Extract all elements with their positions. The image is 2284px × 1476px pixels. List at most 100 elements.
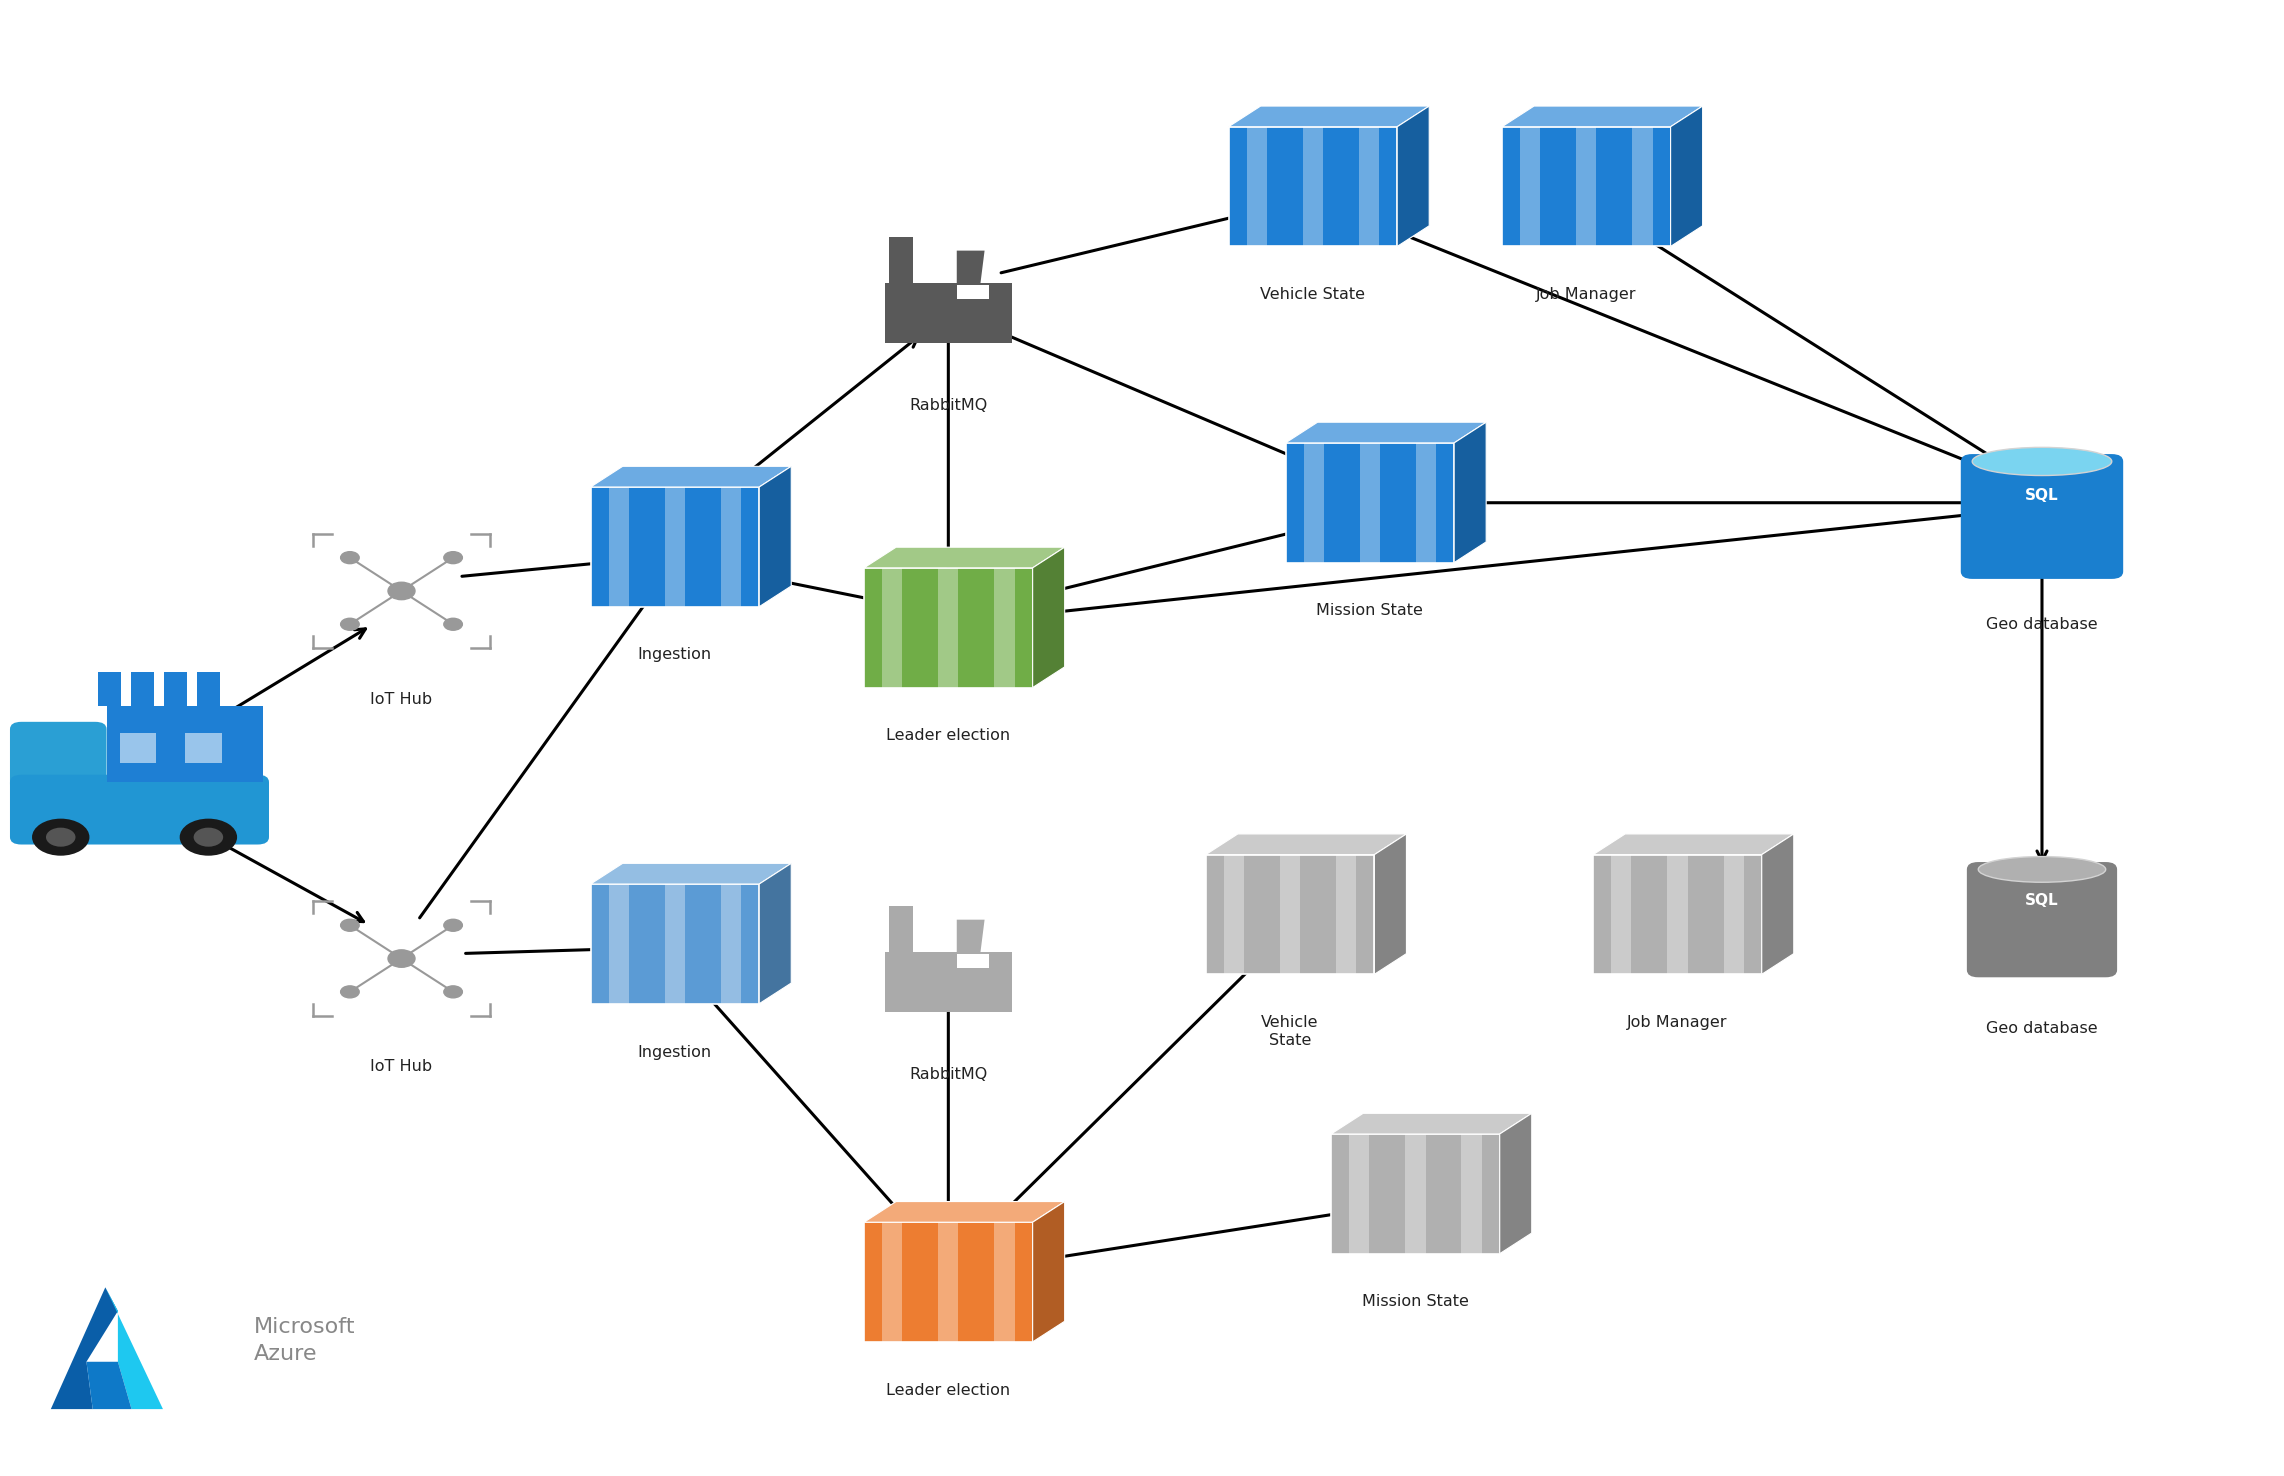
Polygon shape	[1332, 1113, 1533, 1134]
Polygon shape	[1724, 855, 1743, 974]
Polygon shape	[722, 884, 742, 1004]
Polygon shape	[863, 568, 1032, 688]
Polygon shape	[1359, 443, 1380, 562]
Circle shape	[388, 951, 416, 967]
Polygon shape	[665, 884, 685, 1004]
Circle shape	[340, 552, 359, 564]
Polygon shape	[87, 1362, 132, 1410]
Circle shape	[340, 618, 359, 630]
Ellipse shape	[1978, 856, 2106, 883]
Circle shape	[32, 819, 89, 856]
Polygon shape	[1503, 127, 1670, 246]
Polygon shape	[863, 548, 1064, 568]
Polygon shape	[1519, 127, 1539, 246]
FancyBboxPatch shape	[196, 672, 219, 706]
Text: Mission State: Mission State	[1316, 604, 1423, 618]
Polygon shape	[1761, 834, 1793, 974]
Polygon shape	[1336, 855, 1357, 974]
Polygon shape	[1206, 834, 1407, 855]
Text: RabbitMQ: RabbitMQ	[909, 1067, 987, 1082]
Circle shape	[194, 828, 224, 847]
Polygon shape	[1359, 127, 1380, 246]
Polygon shape	[1670, 106, 1702, 246]
Polygon shape	[1610, 855, 1631, 974]
Polygon shape	[939, 1222, 959, 1342]
Polygon shape	[1594, 834, 1793, 855]
Polygon shape	[50, 1287, 119, 1410]
Text: Job Manager: Job Manager	[1537, 288, 1638, 303]
Polygon shape	[1286, 443, 1455, 562]
Text: SQL: SQL	[2026, 893, 2058, 908]
Polygon shape	[1032, 548, 1064, 688]
FancyBboxPatch shape	[1960, 455, 2124, 579]
Polygon shape	[1279, 855, 1300, 974]
Circle shape	[340, 986, 359, 998]
Text: Microsoft
Azure: Microsoft Azure	[254, 1317, 354, 1364]
Polygon shape	[1667, 855, 1688, 974]
Polygon shape	[1375, 834, 1407, 974]
Text: Vehicle
State: Vehicle State	[1261, 1015, 1318, 1048]
Polygon shape	[882, 1222, 902, 1342]
Polygon shape	[863, 1201, 1064, 1222]
Text: Ingestion: Ingestion	[637, 648, 713, 663]
Polygon shape	[1229, 127, 1398, 246]
Polygon shape	[1455, 422, 1487, 562]
FancyBboxPatch shape	[1967, 862, 2117, 977]
Polygon shape	[1350, 1134, 1370, 1253]
Circle shape	[443, 920, 461, 931]
FancyBboxPatch shape	[185, 734, 222, 763]
Polygon shape	[994, 1222, 1014, 1342]
Text: Geo database: Geo database	[1987, 617, 2097, 632]
Polygon shape	[888, 236, 914, 283]
FancyBboxPatch shape	[9, 722, 107, 791]
Polygon shape	[758, 466, 790, 607]
Polygon shape	[1416, 443, 1437, 562]
Polygon shape	[608, 884, 628, 1004]
Text: IoT Hub: IoT Hub	[370, 1060, 432, 1075]
Text: Leader election: Leader election	[886, 1383, 1010, 1398]
Text: IoT Hub: IoT Hub	[370, 692, 432, 707]
Polygon shape	[888, 906, 914, 953]
Text: SQL: SQL	[2026, 489, 2058, 503]
Polygon shape	[957, 251, 984, 283]
Polygon shape	[1206, 855, 1375, 974]
Circle shape	[340, 920, 359, 931]
Polygon shape	[592, 466, 790, 487]
Polygon shape	[1633, 127, 1654, 246]
Polygon shape	[994, 568, 1014, 688]
FancyBboxPatch shape	[164, 672, 187, 706]
Text: RabbitMQ: RabbitMQ	[909, 397, 987, 412]
Polygon shape	[722, 487, 742, 607]
FancyBboxPatch shape	[98, 672, 121, 706]
Polygon shape	[957, 920, 984, 953]
Circle shape	[46, 828, 75, 847]
Circle shape	[443, 552, 461, 564]
Polygon shape	[1304, 443, 1325, 562]
Polygon shape	[1032, 1201, 1064, 1342]
Polygon shape	[1286, 422, 1487, 443]
Polygon shape	[758, 863, 790, 1004]
Polygon shape	[1398, 106, 1430, 246]
Polygon shape	[1332, 1134, 1501, 1253]
Polygon shape	[1594, 855, 1761, 974]
Polygon shape	[592, 487, 758, 607]
FancyBboxPatch shape	[9, 775, 270, 844]
Polygon shape	[1501, 1113, 1533, 1253]
Circle shape	[443, 618, 461, 630]
Polygon shape	[1462, 1134, 1482, 1253]
Text: Geo database: Geo database	[1987, 1021, 2097, 1036]
Polygon shape	[957, 285, 989, 300]
Polygon shape	[1247, 127, 1268, 246]
Polygon shape	[1224, 855, 1245, 974]
Polygon shape	[1576, 127, 1597, 246]
Polygon shape	[105, 1287, 162, 1410]
Polygon shape	[957, 953, 989, 968]
Polygon shape	[592, 863, 790, 884]
Polygon shape	[1405, 1134, 1425, 1253]
Polygon shape	[882, 568, 902, 688]
FancyBboxPatch shape	[130, 672, 155, 706]
Polygon shape	[1229, 106, 1430, 127]
FancyBboxPatch shape	[107, 706, 263, 782]
Text: Leader election: Leader election	[886, 728, 1010, 744]
Polygon shape	[863, 1222, 1032, 1342]
